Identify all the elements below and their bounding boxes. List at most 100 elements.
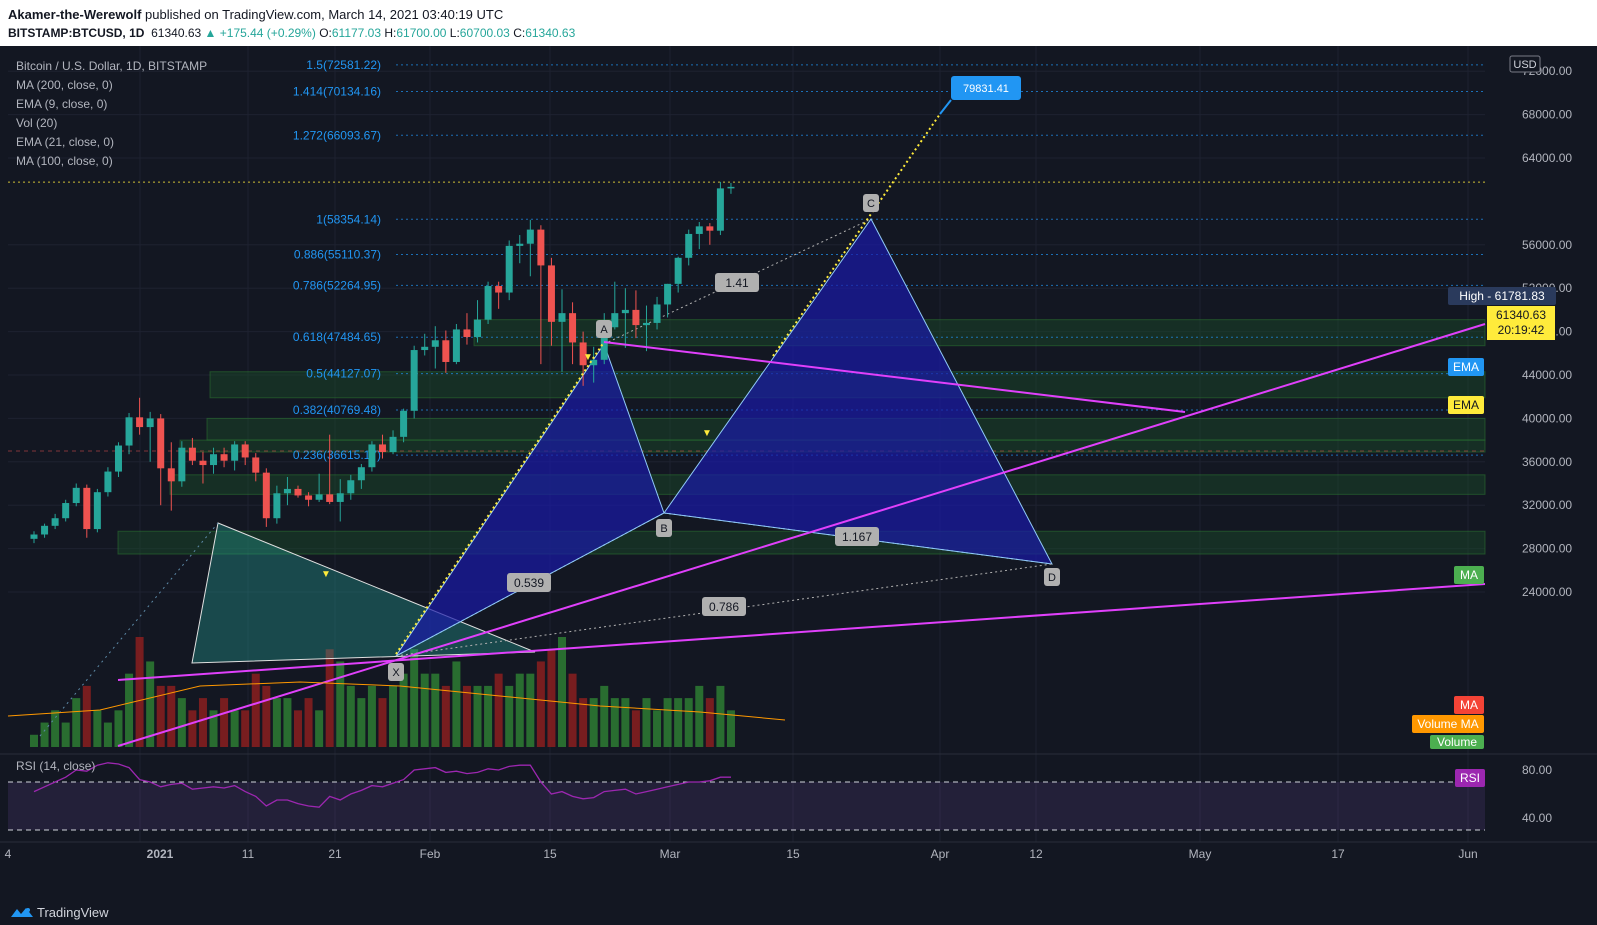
time-tick: 2021	[147, 847, 174, 861]
legend-vol[interactable]: Vol (20)	[16, 116, 57, 130]
overlay-lines: ▼ ▼ ▼ X A B C D 0.539 1.41 1.167 0.786	[7, 99, 1486, 747]
candle-body	[600, 327, 608, 360]
volume-bar	[716, 685, 725, 747]
candle-body	[252, 457, 260, 473]
volume-bar	[431, 673, 440, 747]
price-tick: 64000.00	[1522, 151, 1572, 165]
time-tick: 21	[328, 847, 342, 861]
open-label: O:	[319, 26, 332, 40]
volume-bar	[589, 698, 598, 747]
trendline	[117, 583, 1486, 681]
chart-area[interactable]: 1.618(75938.80)1.5(72581.22)1.414(70134.…	[0, 21, 1597, 900]
symbol-label[interactable]: BITSTAMP:BTCUSD, 1D	[8, 26, 145, 40]
candle-body	[431, 340, 439, 347]
candle-body	[326, 494, 334, 502]
target-price-label[interactable]	[951, 76, 1021, 100]
candle-body	[273, 493, 281, 519]
candle-body	[695, 226, 703, 234]
volume-bar	[663, 698, 672, 747]
fib-label: 1(58354.14)	[316, 212, 381, 226]
candle-body	[294, 488, 302, 496]
point-marker	[863, 194, 879, 212]
close-value: 61340.63	[525, 26, 576, 40]
publish-line: Akamer-the-Werewolf published on Trading…	[8, 7, 503, 22]
point-marker	[1044, 568, 1060, 586]
point-label: B	[660, 523, 667, 535]
ratio-label: 0.786	[709, 600, 739, 614]
harmonic-pattern[interactable]	[191, 218, 1053, 664]
legend-ema9[interactable]: EMA (9, close, 0)	[16, 97, 107, 111]
fib-label: 1.272(66093.67)	[293, 128, 381, 142]
last-price: 61340.63	[151, 26, 202, 40]
candle-body	[685, 233, 693, 258]
rsi-pane	[0, 753, 1597, 831]
time-tick: 15	[786, 847, 800, 861]
time-tick: Mar	[660, 847, 681, 861]
candle-body	[410, 350, 418, 411]
price-tick: 28000.00	[1522, 542, 1572, 556]
candle-body	[283, 488, 291, 494]
candle-body	[495, 286, 503, 293]
low-value: 60700.03	[459, 26, 510, 40]
candle-body	[674, 257, 682, 284]
rsi-legend[interactable]: RSI (14, close)	[16, 759, 95, 773]
ma-tag	[1454, 566, 1484, 584]
candle-body	[579, 342, 587, 366]
candle-body	[421, 346, 429, 351]
time-tick: Apr	[931, 847, 950, 861]
price-change: +175.44 (+0.29%)	[219, 26, 316, 40]
volume-ma-tag-text: Volume MA	[1417, 717, 1478, 731]
point-label: X	[392, 667, 400, 679]
candle-body	[463, 329, 471, 338]
axes: 84000.0080000.0076000.0072000.0068000.00…	[0, 21, 1597, 861]
candle-body	[231, 444, 239, 461]
high-price-tag-text: High - 61781.83	[1459, 289, 1545, 303]
legend-ma200[interactable]: MA (200, close, 0)	[16, 78, 113, 92]
ratio-badge	[715, 273, 759, 292]
volume-bar	[610, 698, 619, 747]
ratio-label: 1.41	[725, 276, 749, 290]
volume-bar	[726, 710, 735, 747]
candle-body	[632, 309, 640, 326]
volume-bar	[705, 698, 714, 747]
ema-tag-text: EMA	[1453, 398, 1479, 412]
target-price-text: 79831.41	[963, 83, 1009, 95]
volume-bar	[209, 710, 218, 747]
close-label: C:	[513, 26, 526, 40]
volume-bar	[346, 685, 355, 747]
volume-bar	[389, 685, 398, 747]
legend-ma100[interactable]: MA (100, close, 0)	[16, 154, 113, 168]
candle-body	[93, 492, 101, 530]
candles	[30, 181, 735, 544]
time-tick: 15	[543, 847, 557, 861]
brand-name[interactable]: TradingView	[37, 905, 109, 920]
volume-bar	[198, 698, 207, 747]
candle-body	[537, 229, 545, 266]
last-price-text: 61340.63	[1496, 308, 1546, 322]
volume-bar	[93, 710, 102, 747]
ratio-badge	[507, 573, 551, 592]
volume-bar	[367, 685, 376, 747]
candle-body	[336, 493, 344, 502]
candle-body	[664, 283, 672, 305]
candle-body	[378, 444, 386, 453]
ema-tag	[1448, 358, 1484, 376]
legend-ema21[interactable]: EMA (21, close, 0)	[16, 135, 114, 149]
currency-badge[interactable]	[1509, 55, 1541, 73]
legend-symbol[interactable]: Bitcoin / U.S. Dollar, 1D, BITSTAMP	[16, 59, 207, 73]
volume-bar	[336, 661, 345, 747]
open-value: 61177.03	[331, 26, 382, 40]
volume-bar	[526, 673, 535, 747]
currency-label: USD	[1513, 59, 1536, 71]
candle-body	[621, 309, 629, 314]
tradingview-logo-icon[interactable]	[10, 905, 34, 921]
time-tick: 11	[242, 847, 255, 861]
volume-bar	[72, 698, 81, 747]
fib-label: 0.382(40769.48)	[293, 403, 381, 417]
candle-body	[547, 265, 555, 322]
volume-bar	[505, 685, 514, 747]
volume-bar	[294, 710, 302, 747]
author-name[interactable]: Akamer-the-Werewolf	[8, 7, 142, 22]
volume-bar	[399, 673, 408, 747]
projection-line	[939, 99, 952, 115]
